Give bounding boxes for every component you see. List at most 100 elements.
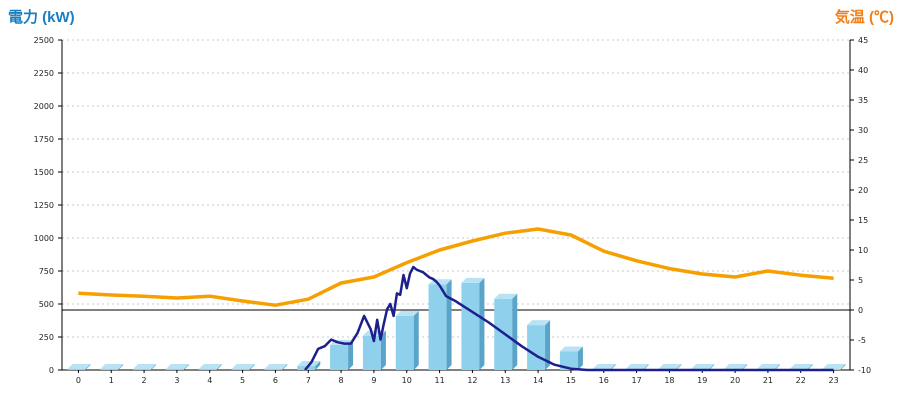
bar-side xyxy=(840,364,846,370)
x-tick-label: 8 xyxy=(339,376,344,385)
bar-top xyxy=(527,320,551,326)
bar-side xyxy=(151,364,157,370)
x-tick-label: 10 xyxy=(402,376,412,385)
x-tick-label: 13 xyxy=(500,376,510,385)
bar-top xyxy=(67,364,91,369)
bar xyxy=(165,369,184,370)
bar-top xyxy=(198,364,222,369)
x-tick-label: 6 xyxy=(273,376,278,385)
bar-top xyxy=(461,277,485,283)
bar-side xyxy=(413,310,419,370)
left-tick-label: 750 xyxy=(39,267,54,276)
x-tick-label: 16 xyxy=(599,376,609,385)
x-tick-label: 23 xyxy=(828,376,838,385)
left-tick-label: 2250 xyxy=(34,69,54,78)
bar xyxy=(231,369,250,370)
bar-top xyxy=(133,364,157,369)
bar xyxy=(67,369,86,370)
x-tick-label: 9 xyxy=(371,376,376,385)
x-tick-label: 14 xyxy=(533,376,543,385)
bar xyxy=(133,369,152,370)
x-tick-label: 15 xyxy=(566,376,576,385)
right-tick-label: 10 xyxy=(858,246,868,255)
bar-side xyxy=(249,364,255,370)
bar-side xyxy=(742,364,748,370)
bar xyxy=(362,335,381,370)
bar-top xyxy=(691,364,715,369)
bar-side xyxy=(807,364,813,370)
x-tick-label: 7 xyxy=(306,376,311,385)
right-tick-label: 15 xyxy=(858,216,868,225)
bar-side xyxy=(315,361,321,370)
bar-top xyxy=(789,364,813,369)
bar xyxy=(198,369,217,370)
left-tick-label: 1750 xyxy=(34,135,54,144)
bar-side xyxy=(380,330,386,370)
bar-side xyxy=(709,364,715,370)
x-tick-label: 0 xyxy=(76,376,81,385)
bar xyxy=(461,282,480,370)
bar-side xyxy=(183,364,189,370)
bar xyxy=(330,344,349,370)
bar-side xyxy=(610,364,616,370)
bar-top xyxy=(724,364,748,369)
bar-top xyxy=(592,364,616,369)
bar-side xyxy=(643,364,649,370)
bar-top xyxy=(264,364,288,369)
right-tick-label: 20 xyxy=(858,186,868,195)
bar-top xyxy=(165,364,189,369)
right-tick-label: 30 xyxy=(858,126,868,135)
bar xyxy=(100,369,119,370)
x-tick-label: 11 xyxy=(434,376,444,385)
power-line xyxy=(304,265,834,372)
right-tick-label: 25 xyxy=(858,156,868,165)
bar-side xyxy=(577,346,583,370)
bar xyxy=(264,369,283,370)
left-tick-label: 1500 xyxy=(34,168,54,177)
bar-side xyxy=(446,279,452,370)
right-tick-label: 35 xyxy=(858,96,868,105)
x-tick-label: 17 xyxy=(631,376,641,385)
right-tick-label: 5 xyxy=(858,276,863,285)
x-tick-label: 22 xyxy=(796,376,806,385)
bar xyxy=(559,351,578,370)
left-tick-label: 0 xyxy=(49,366,54,375)
bar-top xyxy=(756,364,780,369)
bar xyxy=(527,325,546,370)
x-tick-label: 21 xyxy=(763,376,773,385)
left-tick-label: 1250 xyxy=(34,201,54,210)
x-tick-label: 18 xyxy=(664,376,674,385)
bar xyxy=(428,284,447,370)
bar-side xyxy=(85,364,91,370)
left-tick-label: 1000 xyxy=(34,234,54,243)
right-tick-label: -10 xyxy=(858,366,871,375)
bar-side xyxy=(282,364,288,370)
bar-side xyxy=(512,293,518,370)
x-tick-label: 4 xyxy=(207,376,212,385)
bar-top xyxy=(231,364,255,369)
bar-side xyxy=(479,277,485,370)
bar-top xyxy=(395,310,419,316)
bar-top xyxy=(100,364,124,369)
right-tick-label: 45 xyxy=(858,36,868,45)
left-tick-label: 250 xyxy=(39,333,54,342)
bar-side xyxy=(348,339,354,370)
bar-side xyxy=(676,364,682,370)
x-tick-label: 1 xyxy=(109,376,114,385)
temperature-line xyxy=(78,227,834,307)
left-tick-label: 500 xyxy=(39,300,54,309)
x-tick-label: 19 xyxy=(697,376,707,385)
x-tick-label: 20 xyxy=(730,376,740,385)
right-tick-label: 0 xyxy=(858,306,863,315)
right-axis-title: 気温 (℃) xyxy=(834,9,894,26)
x-tick-label: 2 xyxy=(142,376,147,385)
x-tick-label: 5 xyxy=(240,376,245,385)
x-tick-label: 12 xyxy=(467,376,477,385)
bar-top xyxy=(559,346,583,352)
bar-side xyxy=(774,364,780,370)
bar-top xyxy=(625,364,649,369)
bar-side xyxy=(216,364,222,370)
bar xyxy=(395,315,414,370)
right-tick-label: -5 xyxy=(858,336,866,345)
left-tick-label: 2500 xyxy=(34,36,54,45)
